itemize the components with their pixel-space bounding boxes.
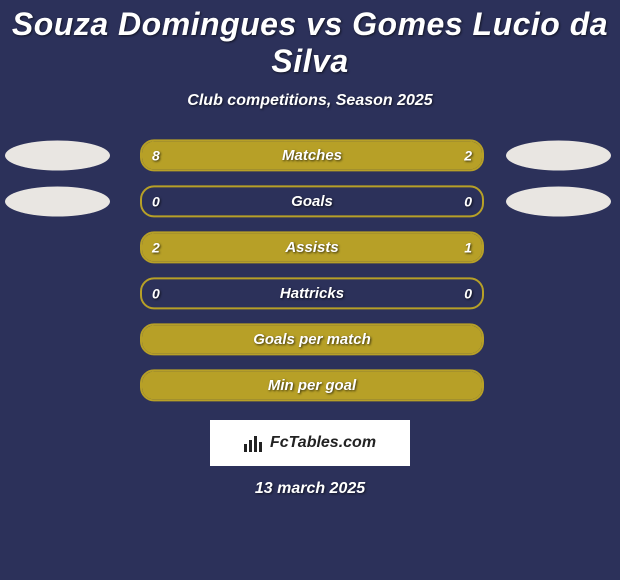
- stat-value-left: 8: [152, 147, 160, 163]
- stat-bar-track: Assists2 1: [140, 231, 484, 263]
- barchart-icon: [244, 434, 264, 452]
- player-right-marker: [506, 141, 611, 171]
- stats-infographic: Souza Domingues vs Gomes Lucio da Silva …: [0, 0, 620, 580]
- stat-bar-track: Min per goal: [140, 369, 484, 401]
- stat-bar-track: Goals per match: [140, 323, 484, 355]
- stat-value-left: 0: [152, 193, 160, 209]
- player-right-marker: [506, 187, 611, 217]
- stat-value-right: 0: [464, 285, 472, 301]
- stat-row: Goals per match: [0, 318, 620, 364]
- stat-row: Hattricks0 0: [0, 272, 620, 318]
- stat-value-right: 0: [464, 193, 472, 209]
- attribution-text: FcTables.com: [270, 434, 376, 452]
- stat-bar-track: Hattricks0 0: [140, 277, 484, 309]
- stat-label: Assists: [142, 239, 482, 256]
- stat-bar-track: Matches8 2: [140, 139, 484, 171]
- stat-value-left: 2: [152, 239, 160, 255]
- stat-value-right: 2: [464, 147, 472, 163]
- player-left-marker: [5, 187, 110, 217]
- stat-label: Goals per match: [142, 331, 482, 348]
- attribution-badge: FcTables.com: [210, 420, 410, 466]
- stat-label: Goals: [142, 193, 482, 210]
- stat-bar-track: Goals0 0: [140, 185, 484, 217]
- player-left-marker: [5, 141, 110, 171]
- stat-value-right: 1: [464, 239, 472, 255]
- stat-row: Assists2 1: [0, 226, 620, 272]
- stat-value-left: 0: [152, 285, 160, 301]
- stat-label: Matches: [142, 147, 482, 164]
- date-text: 13 march 2025: [0, 480, 620, 498]
- stat-row: Goals0 0: [0, 180, 620, 226]
- stat-label: Hattricks: [142, 285, 482, 302]
- stat-row: Min per goal: [0, 364, 620, 410]
- stat-row: Matches8 2: [0, 134, 620, 180]
- stat-rows: Matches82Goals00Assists21Hattricks00Goal…: [0, 134, 620, 410]
- subtitle: Club competitions, Season 2025: [0, 92, 620, 110]
- page-title: Souza Domingues vs Gomes Lucio da Silva: [0, 0, 620, 80]
- stat-label: Min per goal: [142, 377, 482, 394]
